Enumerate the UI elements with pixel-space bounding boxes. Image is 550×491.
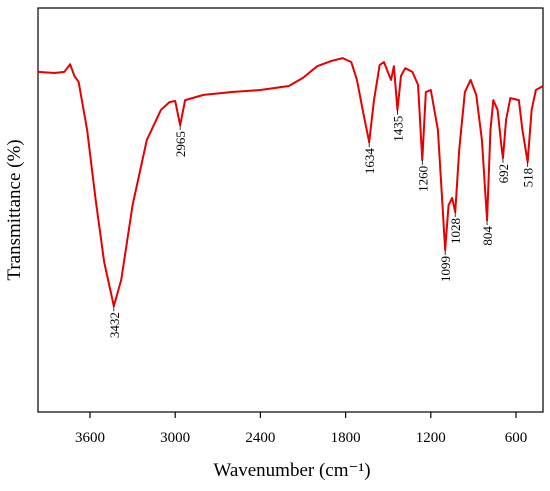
x-tick-label: 3000	[160, 430, 190, 446]
peak-label: 1099	[438, 256, 453, 282]
spectrum-line	[37, 57, 544, 308]
peak-label: 3432	[107, 312, 122, 338]
peak-label: 1260	[415, 166, 430, 192]
peak-label: 1634	[362, 148, 377, 175]
plot-frame	[37, 7, 544, 413]
peak-label: 804	[480, 226, 495, 246]
peak-label: 1028	[448, 218, 463, 244]
x-axis-label: Wavenumber (cm⁻¹)	[213, 460, 370, 481]
x-tick-label: 2400	[245, 430, 275, 446]
peak-label: 518	[521, 168, 536, 188]
y-axis-label: Transmittance (%)	[4, 139, 25, 280]
peak-label: 2965	[173, 131, 188, 157]
x-tick-label: 1200	[416, 430, 446, 446]
x-tick-label: 1800	[331, 430, 361, 446]
x-tick-label: 600	[505, 430, 528, 446]
peak-label: 692	[496, 164, 511, 184]
x-tick-label: 3600	[75, 430, 105, 446]
peak-label: 1435	[390, 116, 405, 142]
